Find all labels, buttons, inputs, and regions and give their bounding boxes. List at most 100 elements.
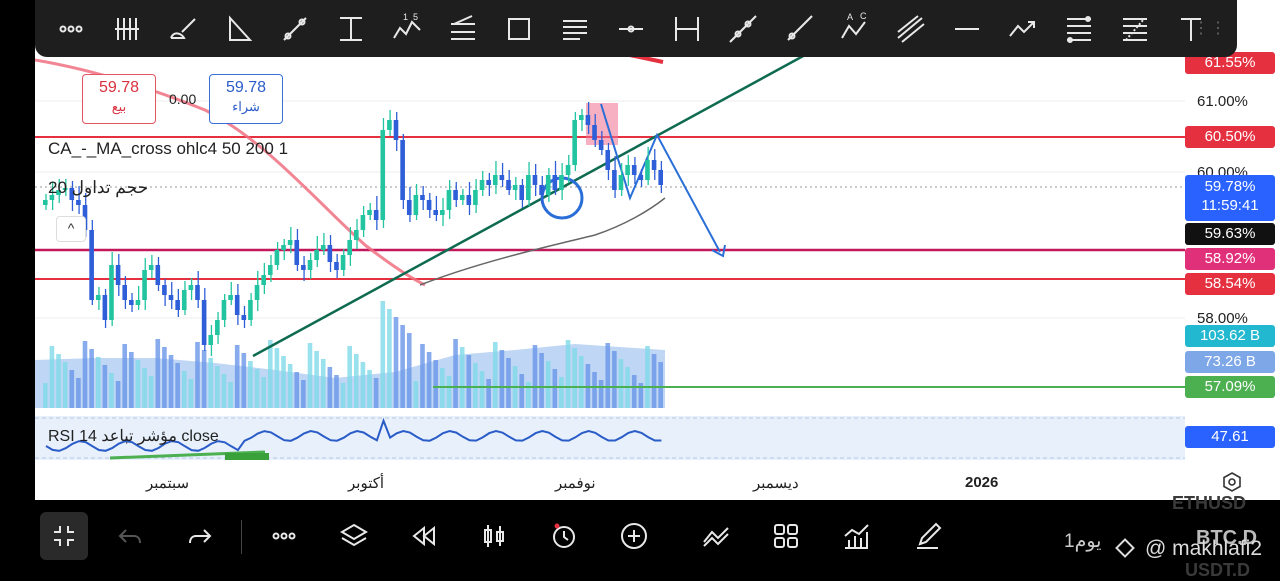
text-icon[interactable]: [1163, 0, 1219, 57]
text-lines-icon[interactable]: [547, 0, 603, 57]
candle-body: [274, 250, 280, 265]
indicators-icon[interactable]: [692, 512, 740, 560]
chart-type-icon[interactable]: [832, 512, 880, 560]
volume-bar: [89, 349, 94, 408]
wave-label-a: A: [847, 12, 853, 22]
candle-body: [446, 190, 452, 210]
candle-body: [102, 295, 108, 320]
fib-channel-icon[interactable]: [99, 0, 155, 57]
buy-button[interactable]: 59.78 شراء: [209, 74, 283, 124]
sell-price: 59.78: [98, 79, 140, 96]
volume-bar: [175, 363, 180, 408]
volume-bar: [327, 367, 333, 408]
price-chart[interactable]: [35, 0, 1280, 500]
volume-bar: [314, 351, 319, 408]
rectangle-icon[interactable]: [491, 0, 547, 57]
price-label-6155: 61.55%: [1185, 52, 1275, 74]
replay-icon[interactable]: [400, 512, 448, 560]
candle-body: [380, 130, 386, 220]
volume-bar: [651, 354, 657, 408]
more-icon[interactable]: [260, 512, 308, 560]
horizontal-line-icon[interactable]: [939, 0, 995, 57]
ray-icon[interactable]: [771, 0, 827, 57]
time-label-dec: ديسمبر: [753, 475, 799, 492]
more-tools-icon[interactable]: [43, 0, 99, 57]
volume-bar: [618, 359, 624, 408]
fib-extension-icon[interactable]: [1107, 0, 1163, 57]
candles-icon[interactable]: [470, 512, 518, 560]
rsi-legend[interactable]: RSI مؤشر تباعد 14 close: [48, 428, 219, 445]
volume-bar: [380, 301, 386, 408]
collapse-legend-button[interactable]: ^: [56, 216, 86, 242]
candle-body: [387, 120, 392, 130]
fullscreen-icon[interactable]: [40, 512, 88, 560]
time-label-2026: 2026: [965, 474, 999, 491]
volume-bar: [201, 350, 207, 408]
brush-icon[interactable]: [155, 0, 211, 57]
binance-logo-icon: [1113, 536, 1135, 558]
candle-body: [473, 190, 478, 205]
anchored-text-icon[interactable]: [323, 0, 379, 57]
candle-body: [440, 210, 445, 215]
candle-body: [512, 185, 518, 190]
volume-bar: [420, 344, 425, 408]
parallel-channel-icon[interactable]: [435, 0, 491, 57]
undo-icon[interactable]: [106, 512, 154, 560]
spread-value: 0.00: [169, 91, 197, 107]
sell-label: بيع: [111, 99, 127, 114]
candle-body: [578, 115, 584, 120]
chart-canvas[interactable]: 59.78 بيع 0.00 59.78 شراء CA_-_MA_cross …: [35, 0, 1280, 500]
date-range-icon[interactable]: [659, 0, 715, 57]
symbol-label[interactable]: BTC.D: [1196, 527, 1258, 549]
candle-body: [320, 245, 326, 250]
volume-bar: [43, 383, 48, 408]
volume-bar: [406, 333, 412, 408]
layouts-icon[interactable]: [762, 512, 810, 560]
symbol-prev: ETHUSD: [1172, 493, 1247, 513]
candle-body: [420, 195, 425, 200]
pitchfork-icon[interactable]: [883, 0, 939, 57]
settings-icon[interactable]: [1221, 471, 1243, 493]
volume-bar: [400, 325, 405, 408]
extended-line-icon[interactable]: [715, 0, 771, 57]
candle-body: [248, 300, 253, 320]
trend-line-icon[interactable]: [267, 0, 323, 57]
bar-countdown: 11:59:41: [1201, 197, 1259, 214]
grip-icon[interactable]: ⋮⋮: [1193, 20, 1227, 37]
interval-label[interactable]: 1يوم: [1064, 531, 1102, 552]
candle-body: [49, 195, 55, 200]
fib-retracement-icon[interactable]: [1051, 0, 1107, 57]
layers-icon[interactable]: [330, 512, 378, 560]
alert-icon[interactable]: [540, 512, 588, 560]
ma-cross-legend[interactable]: CA_-_MA_cross ohlc4 50 200 1: [48, 139, 289, 158]
volume-bar: [69, 370, 75, 408]
projection-arrowhead: [711, 244, 726, 258]
candle-body: [545, 175, 551, 195]
candle-body: [195, 285, 200, 300]
volume-bar: [102, 365, 108, 408]
candle-body: [658, 170, 663, 185]
candle-body: [314, 250, 319, 260]
volume-legend[interactable]: حجم تداول 20: [48, 178, 149, 197]
draw-icon[interactable]: [904, 512, 952, 560]
horizontal-ray-icon[interactable]: [603, 0, 659, 57]
volume-bar: [334, 375, 339, 408]
triangle-icon[interactable]: [211, 0, 267, 57]
volume-label-10362: 103.62 B: [1185, 325, 1275, 347]
volume-bar: [387, 309, 392, 408]
path-icon[interactable]: [995, 0, 1051, 57]
redo-icon[interactable]: [176, 512, 224, 560]
volume-ma-label-7326: 73.26 B: [1185, 351, 1275, 373]
candle-body: [241, 315, 247, 320]
sell-button[interactable]: 59.78 بيع: [82, 74, 156, 124]
volume-bar: [129, 352, 134, 408]
volume-bar: [373, 378, 379, 408]
add-icon[interactable]: [610, 512, 658, 560]
candle-body: [585, 115, 591, 125]
volume-bar: [638, 383, 644, 408]
candle-body: [267, 265, 273, 275]
candle-body: [426, 200, 432, 210]
volume-bar: [188, 379, 194, 408]
